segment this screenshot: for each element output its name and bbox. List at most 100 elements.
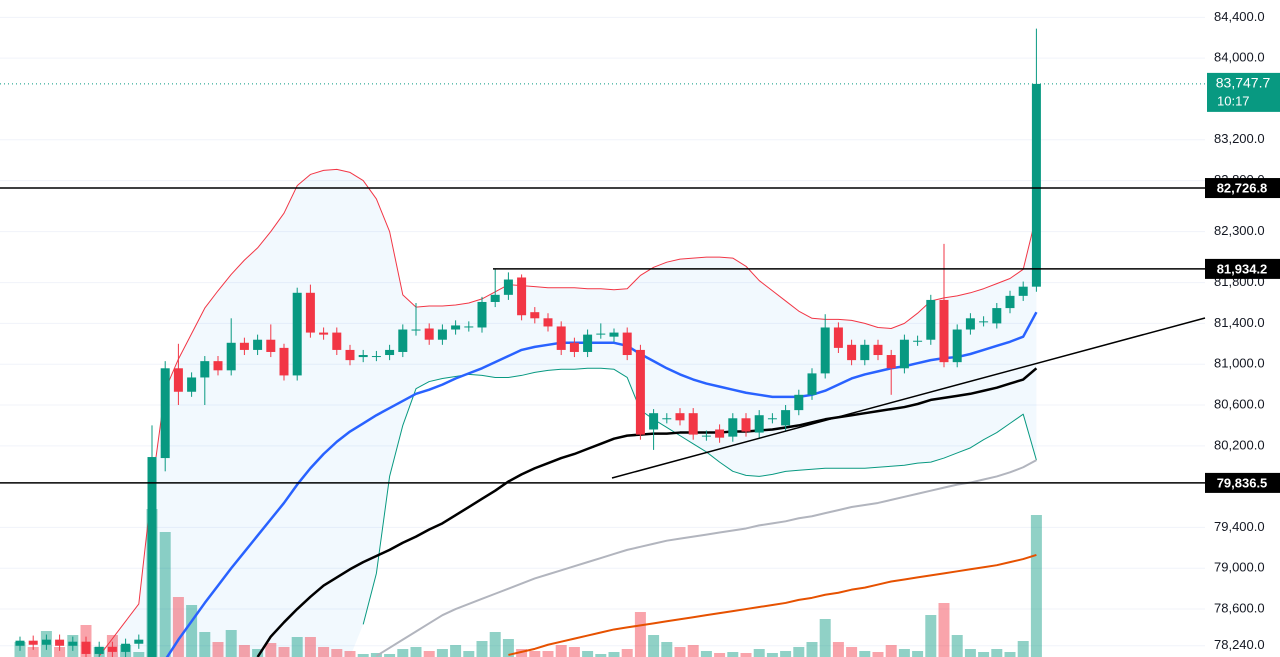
candle-body xyxy=(464,326,474,328)
y-tick-label: 83,200.0 xyxy=(1214,131,1265,146)
candle-body xyxy=(477,301,487,328)
indicator-line xyxy=(362,367,1037,625)
price-axis: 84,400.084,000.083,200.082,800.082,300.0… xyxy=(1205,9,1280,652)
candle-body xyxy=(239,342,249,350)
volume-bar xyxy=(740,653,752,657)
volume-bar xyxy=(516,649,528,657)
candle-body xyxy=(873,344,883,356)
indicator-line xyxy=(508,554,1037,656)
candle-body xyxy=(266,339,276,352)
volume-bar xyxy=(912,651,924,657)
y-tick-label: 81,400.0 xyxy=(1214,315,1265,330)
candle-body xyxy=(569,342,579,352)
volume-bar xyxy=(714,653,726,657)
candle-body xyxy=(662,418,672,420)
volume-bar xyxy=(674,647,686,657)
volume-bar xyxy=(925,615,937,657)
candle-body xyxy=(490,294,500,302)
volume-bar xyxy=(964,649,976,657)
candle-body xyxy=(503,279,513,295)
candle-body xyxy=(134,639,144,644)
volume-bar xyxy=(212,642,224,657)
candle-body xyxy=(160,368,170,459)
volume-bar xyxy=(304,637,316,657)
volume-bar xyxy=(54,647,66,657)
volume-bar xyxy=(819,619,831,657)
candle-body xyxy=(15,640,25,646)
current-price-box xyxy=(1207,72,1280,112)
volume-bar xyxy=(595,654,607,657)
current-price-label: 83,747.7 xyxy=(1216,75,1271,91)
volume-bar xyxy=(410,647,422,657)
level-label: 81,934.2 xyxy=(1217,261,1268,276)
candle-body xyxy=(68,641,78,646)
volume-bar xyxy=(727,652,739,657)
candle-body xyxy=(226,342,236,371)
volume-bar xyxy=(476,641,488,657)
level-label-box xyxy=(1205,472,1280,493)
y-tick-label: 84,000.0 xyxy=(1214,50,1265,65)
candle-body xyxy=(94,646,104,654)
candle-body xyxy=(926,299,936,340)
volume-bar xyxy=(450,645,462,657)
volume-bar xyxy=(172,597,184,657)
candle-body xyxy=(741,418,751,432)
volume-bar xyxy=(199,632,211,657)
volume-bar xyxy=(648,635,660,657)
volume-bar xyxy=(978,652,990,657)
volume-bar xyxy=(1030,515,1042,657)
candle-body xyxy=(701,435,711,437)
y-tick-label: 80,200.0 xyxy=(1214,437,1265,452)
candle-body xyxy=(847,344,857,361)
indicator-line xyxy=(256,367,1038,657)
volume-bar xyxy=(832,642,844,657)
candle-body xyxy=(41,639,51,645)
plot-area xyxy=(0,28,1205,657)
volume-bar xyxy=(608,652,620,657)
volume-bar xyxy=(397,649,409,657)
volume-bar xyxy=(766,653,778,657)
candle-body xyxy=(437,329,447,340)
volume-bar xyxy=(436,649,448,657)
volume-bar xyxy=(159,532,171,657)
candle-body xyxy=(820,327,830,374)
y-tick-label: 81,000.0 xyxy=(1214,356,1265,371)
candle-body xyxy=(939,299,949,363)
level-label-box xyxy=(1205,178,1280,199)
y-tick-label: 84,400.0 xyxy=(1214,9,1265,24)
volume-bar xyxy=(252,649,264,657)
y-tick-label: 78,600.0 xyxy=(1214,600,1265,615)
indicator-line xyxy=(375,459,1037,657)
candle-body xyxy=(794,394,804,411)
candle-body xyxy=(583,334,593,352)
candle-body xyxy=(622,332,632,356)
candle-body xyxy=(147,457,157,657)
indicator-line xyxy=(98,168,1037,657)
candle-body xyxy=(253,339,263,350)
candle-body xyxy=(107,646,117,652)
candle-body xyxy=(345,349,355,361)
volume-bar xyxy=(753,649,765,657)
volume-bar xyxy=(489,632,501,657)
volume-bar xyxy=(1004,652,1016,657)
y-tick-label: 79,000.0 xyxy=(1214,560,1265,575)
volume-bar xyxy=(568,647,580,657)
volume-bar xyxy=(885,645,897,657)
volume-bar xyxy=(27,647,39,657)
candle-body xyxy=(952,329,962,363)
volume-bar xyxy=(423,651,435,657)
volume-bar xyxy=(357,654,369,657)
volume-bar xyxy=(542,651,554,657)
candle-body xyxy=(451,325,461,330)
candle-body xyxy=(358,355,368,358)
volume-bar xyxy=(318,647,330,657)
candle-body xyxy=(556,326,566,350)
volume-bar xyxy=(582,651,594,657)
level-label-box xyxy=(1205,258,1280,279)
y-tick-label: 78,240.0 xyxy=(1214,637,1265,652)
volume-bar xyxy=(384,654,396,657)
y-tick-label: 79,400.0 xyxy=(1214,519,1265,534)
volume-bar xyxy=(951,635,963,657)
volume-bar xyxy=(687,645,699,657)
